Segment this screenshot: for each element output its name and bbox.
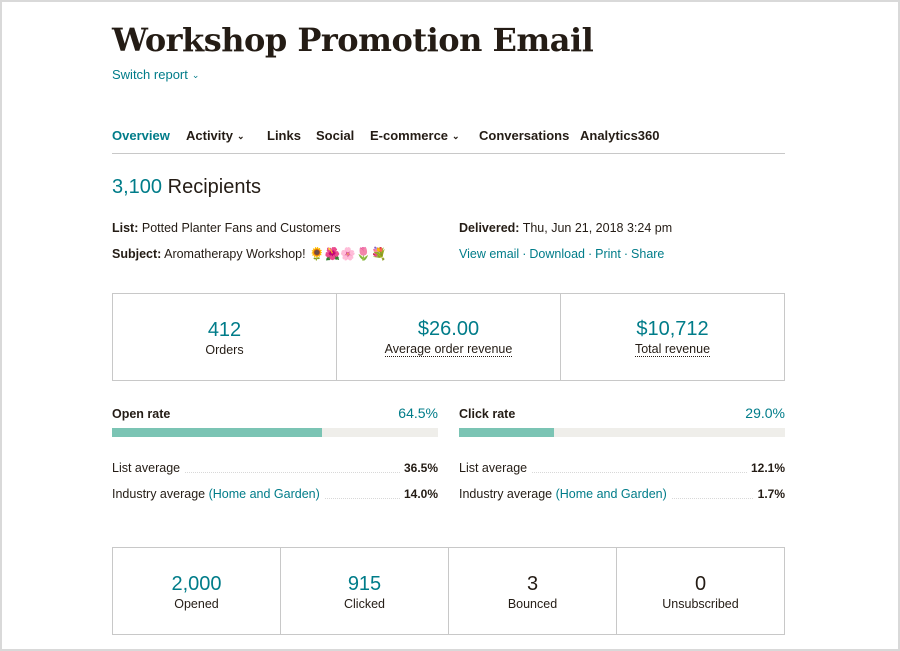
click-industry-category-link[interactable]: (Home and Garden) [555,487,667,501]
ecommerce-stats: 412 Orders $26.00 Average order revenue … [112,293,785,381]
total-revenue-label[interactable]: Total revenue [634,342,711,357]
unsubscribed-stat: 0 Unsubscribed [617,548,784,634]
tab-ecommerce[interactable]: E-commerce ⌄ [370,128,460,143]
tab-links[interactable]: Links [267,128,301,143]
report-tabs: Overview Activity ⌄ Links Social E-commer… [112,128,785,154]
list-value: Potted Planter Fans and Customers [141,221,341,235]
tab-overview[interactable]: Overview [112,128,170,143]
click-industry-average-label-wrap: Industry average (Home and Garden) [459,487,671,501]
open-industry-average-value: 14.0% [399,487,438,501]
delivered-detail: Delivered: Thu, Jun 21, 2018 3:24 pm [459,221,672,235]
recipients-label: Recipients [167,176,262,198]
open-industry-average-label-wrap: Industry average (Home and Garden) [112,487,324,501]
click-list-average-row: List average 12.1% [459,461,785,477]
chevron-down-icon: ⌄ [452,131,460,141]
open-industry-category-link[interactable]: (Home and Garden) [208,487,320,501]
tab-social[interactable]: Social [316,128,355,143]
download-link[interactable]: Download [529,247,585,261]
share-link[interactable]: Share [631,247,665,261]
view-email-link[interactable]: View email [459,247,520,261]
list-label: List: [112,221,139,235]
click-rate-value: 29.0% [745,405,785,421]
click-rate-block: Click rate 29.0% [459,405,785,437]
subject-label: Subject: [112,247,162,261]
tab-activity-label: Activity [186,128,233,143]
orders-value: 412 [207,318,242,341]
opened-stat[interactable]: 2,000 Opened [113,548,281,634]
open-list-average-row: List average 36.5% [112,461,438,477]
total-revenue-stat: $10,712 Total revenue [561,294,784,380]
click-industry-average-label: Industry average [459,487,553,501]
average-order-revenue-label[interactable]: Average order revenue [384,342,513,357]
click-rate-label: Click rate [459,407,516,421]
tab-activity[interactable]: Activity ⌄ [186,128,245,143]
open-industry-average-label: Industry average [112,487,206,501]
delivered-label: Delivered: [459,221,520,235]
open-list-average-label: List average [112,461,185,475]
delivered-value: Thu, Jun 21, 2018 3:24 pm [522,221,673,235]
opened-label: Opened [174,596,219,611]
tab-ecommerce-label: E-commerce [370,128,449,143]
click-rate-bar-fill [459,428,554,437]
bounced-value: 3 [526,572,539,595]
click-rate-bar [459,428,785,437]
switch-report-label: Switch report [112,67,188,82]
print-link[interactable]: Print [595,247,621,261]
orders-stat: 412 Orders [113,294,337,380]
page-title: Workshop Promotion Email [112,21,594,59]
click-industry-average-value: 1.7% [753,487,785,501]
chevron-down-icon: ⌄ [191,70,200,80]
click-list-average-label: List average [459,461,532,475]
clicked-value: 915 [347,572,382,595]
unsubscribed-value: 0 [694,572,707,595]
average-order-revenue-stat: $26.00 Average order revenue [337,294,561,380]
recipients-heading: 3,100 Recipients [112,176,261,199]
open-rate-bar-fill [112,428,323,437]
clicked-label: Clicked [344,596,385,611]
average-order-revenue-value: $26.00 [417,318,480,340]
email-actions: View email · Download · Print · Share [459,247,665,261]
click-industry-average-row: Industry average (Home and Garden) 1.7% [459,487,785,503]
open-rate-block: Open rate 64.5% [112,405,438,437]
bounced-label: Bounced [507,596,558,611]
click-rate-header: Click rate 29.0% [459,405,785,425]
chevron-down-icon: ⌄ [236,131,245,141]
open-rate-bar [112,428,438,437]
activity-counts: 2,000 Opened 915 Clicked 3 Bounced 0 Uns… [112,547,785,635]
click-list-average-value: 12.1% [746,461,785,475]
total-revenue-value: $10,712 [636,318,709,340]
subject-value: Aromatherapy Workshop! 🌻🌺🌸🌷💐 [164,247,387,261]
subject-detail: Subject: Aromatherapy Workshop! 🌻🌺🌸🌷💐 [112,247,387,262]
open-rate-header: Open rate 64.5% [112,405,438,425]
clicked-stat[interactable]: 915 Clicked [281,548,449,634]
tab-analytics360[interactable]: Analytics360 [580,128,660,143]
tab-conversations[interactable]: Conversations [479,128,570,143]
orders-label: Orders [205,342,244,357]
recipients-count: 3,100 [112,176,163,198]
open-industry-average-row: Industry average (Home and Garden) 14.0% [112,487,438,503]
switch-report-button[interactable]: Switch report ⌄ [112,67,199,82]
open-list-average-value: 36.5% [399,461,438,475]
opened-value: 2,000 [171,572,222,595]
list-detail: List: Potted Planter Fans and Customers [112,221,341,235]
bounced-stat: 3 Bounced [449,548,617,634]
unsubscribed-label: Unsubscribed [662,596,739,611]
open-rate-label: Open rate [112,407,171,421]
open-rate-value: 64.5% [398,405,438,421]
